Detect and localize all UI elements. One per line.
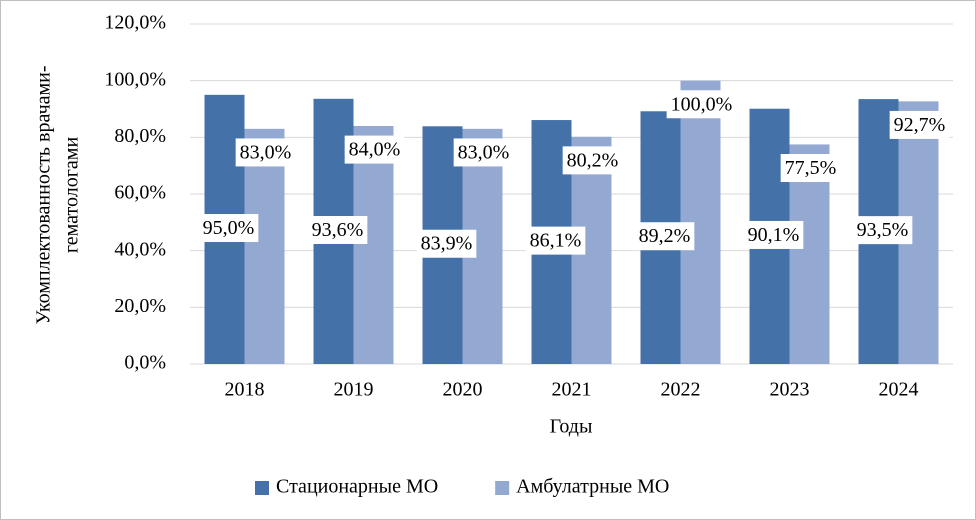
data-label-bg bbox=[198, 214, 259, 243]
data-label: 83,0% bbox=[235, 138, 296, 167]
legend-label: Стационарные МО bbox=[276, 476, 438, 498]
data-label-bg bbox=[344, 135, 405, 164]
data-label-text: 80,2% bbox=[567, 149, 619, 171]
data-label: 93,6% bbox=[307, 215, 368, 244]
y-tick-label: 80,0% bbox=[114, 125, 166, 147]
x-tick-label: 2021 bbox=[552, 379, 592, 401]
x-axis-title: Годы bbox=[550, 416, 593, 438]
data-label-bg bbox=[525, 226, 586, 255]
data-label: 93,5% bbox=[852, 216, 913, 245]
data-label-bg bbox=[666, 90, 737, 119]
data-label-text: 77,5% bbox=[785, 157, 837, 179]
data-label-bg bbox=[852, 216, 913, 245]
data-label-bg bbox=[634, 222, 695, 251]
y-tick-label: 120,0% bbox=[104, 12, 166, 34]
data-label: 77,5% bbox=[780, 154, 841, 183]
data-label: 92,7% bbox=[889, 110, 950, 139]
data-label-text: 93,6% bbox=[312, 219, 364, 241]
data-label: 84,0% bbox=[344, 135, 405, 164]
y-tick-label: 0,0% bbox=[124, 352, 166, 374]
legend-label: Амбулатрные МО bbox=[516, 476, 669, 498]
data-label-bg bbox=[780, 154, 841, 183]
bar bbox=[353, 126, 394, 364]
data-label-bg bbox=[889, 110, 950, 139]
data-label: 90,1% bbox=[743, 220, 804, 249]
data-label-bg bbox=[235, 138, 296, 167]
y-axis-title-line: гематологами bbox=[61, 137, 83, 254]
data-label-bg bbox=[743, 220, 804, 249]
y-tick-label: 60,0% bbox=[114, 182, 166, 204]
x-tick-label: 2020 bbox=[443, 379, 483, 401]
y-tick-label: 20,0% bbox=[114, 295, 166, 317]
data-label-text: 83,0% bbox=[240, 141, 292, 163]
data-label-text: 95,0% bbox=[203, 217, 255, 239]
y-tick-label: 100,0% bbox=[104, 68, 166, 90]
y-tick-label: 40,0% bbox=[114, 238, 166, 260]
legend-swatch bbox=[255, 481, 269, 495]
x-tick-label: 2024 bbox=[879, 379, 919, 401]
data-label-text: 84,0% bbox=[349, 139, 401, 161]
data-label-text: 93,5% bbox=[857, 219, 909, 241]
data-label: 83,0% bbox=[453, 138, 514, 167]
y-axis-title-line: Укомплектованность врачами- bbox=[33, 65, 55, 324]
data-label: 100,0% bbox=[666, 90, 737, 119]
x-tick-label: 2023 bbox=[770, 379, 810, 401]
data-label-bg bbox=[562, 146, 623, 175]
data-label-text: 83,0% bbox=[458, 141, 510, 163]
data-label-text: 89,2% bbox=[639, 225, 691, 247]
data-label-bg bbox=[307, 215, 368, 244]
data-label-text: 92,7% bbox=[894, 114, 946, 136]
x-tick-label: 2019 bbox=[334, 379, 374, 401]
bar bbox=[244, 128, 285, 364]
x-tick-label: 2018 bbox=[225, 379, 265, 401]
data-label-text: 83,9% bbox=[421, 233, 473, 255]
data-label-bg bbox=[453, 138, 514, 167]
data-label-text: 90,1% bbox=[748, 224, 800, 246]
data-label: 80,2% bbox=[562, 146, 623, 175]
data-label-bg bbox=[416, 229, 477, 258]
data-label: 83,9% bbox=[416, 229, 477, 258]
legend-swatch bbox=[495, 481, 510, 495]
x-tick-label: 2022 bbox=[661, 379, 701, 401]
data-label: 86,1% bbox=[525, 226, 586, 255]
y-axis-title: Укомплектованность врачами- гематологами bbox=[33, 65, 83, 324]
data-label: 95,0% bbox=[198, 214, 259, 243]
data-label-text: 100,0% bbox=[671, 93, 733, 115]
data-label-text: 86,1% bbox=[530, 230, 582, 252]
data-label: 89,2% bbox=[634, 222, 695, 251]
